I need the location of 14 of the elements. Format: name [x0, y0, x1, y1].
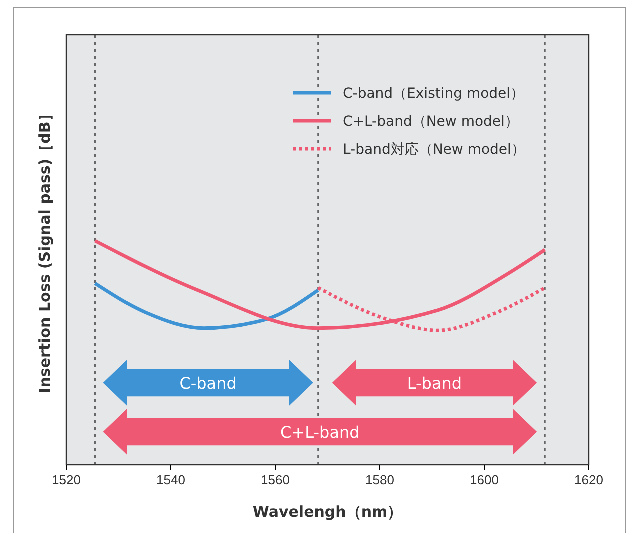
annotation: C-band	[180, 374, 237, 393]
annotation: L-band	[407, 374, 462, 393]
x-tick-label: 1580	[366, 472, 394, 488]
x-tick-label: 1560	[261, 472, 290, 488]
x-tick-label: 1520	[52, 472, 81, 488]
annotation: C+L-band	[280, 423, 360, 442]
x-axis-title: Wavelengh（nm）	[252, 503, 403, 521]
y-axis-title: Insertion Loss (Signal pass)［dB］	[36, 106, 54, 394]
x-tick-label: 1620	[574, 472, 604, 488]
x-tick-label: 1600	[470, 472, 499, 488]
x-tick-label: 1540	[156, 472, 186, 488]
legend-label: C-band（Existing model）	[343, 86, 525, 102]
legend-label: L-band対応（New model）	[343, 142, 526, 158]
legend-label: C+L-band（New model）	[343, 114, 519, 130]
